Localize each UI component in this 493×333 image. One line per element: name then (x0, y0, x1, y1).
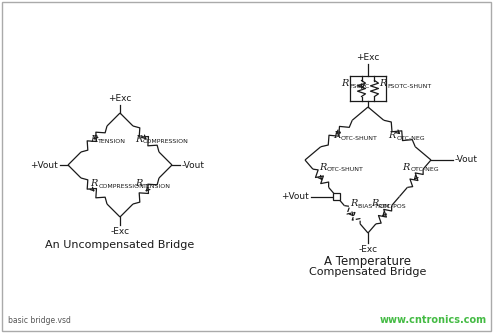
Text: R: R (333, 132, 340, 141)
Text: FSOTC: FSOTC (350, 84, 370, 89)
Text: +Vout: +Vout (30, 161, 58, 169)
Text: COMPRESSION: COMPRESSION (143, 139, 189, 144)
Text: +Exc: +Exc (356, 53, 380, 62)
Text: R: R (90, 179, 98, 188)
Text: R: R (342, 80, 349, 89)
Text: An Uncompensated Bridge: An Uncompensated Bridge (45, 240, 195, 250)
Text: COMPRESSION: COMPRESSION (98, 184, 144, 189)
Text: +Exc: +Exc (108, 94, 132, 103)
Text: -Exc: -Exc (110, 227, 130, 236)
Text: R: R (388, 132, 396, 141)
Text: R: R (371, 199, 378, 208)
Text: R: R (380, 80, 387, 89)
Text: R: R (90, 135, 98, 144)
Text: TENSION: TENSION (143, 184, 171, 189)
Text: OTC-POS: OTC-POS (379, 204, 406, 209)
Text: basic bridge.vsd: basic bridge.vsd (8, 316, 71, 325)
Text: -Exc: -Exc (358, 245, 378, 254)
Text: OTC-NEG: OTC-NEG (410, 167, 439, 172)
Text: www.cntronics.com: www.cntronics.com (380, 315, 487, 325)
Text: +Vout: +Vout (281, 192, 309, 201)
Bar (333, 193, 340, 200)
Text: R: R (135, 135, 142, 144)
Text: OTC-SHUNT: OTC-SHUNT (327, 167, 364, 172)
Text: FSOTC-SHUNT: FSOTC-SHUNT (387, 84, 432, 89)
Text: BIAS TRIM: BIAS TRIM (358, 204, 390, 209)
Text: TENSION: TENSION (98, 139, 126, 144)
Text: R: R (319, 163, 326, 172)
Text: -Vout: -Vout (455, 156, 478, 165)
Text: OTC-NEG: OTC-NEG (396, 136, 425, 141)
Text: A Temperature: A Temperature (324, 254, 412, 267)
FancyBboxPatch shape (2, 2, 491, 331)
Text: -Vout: -Vout (182, 161, 205, 169)
Text: OTC-SHUNT: OTC-SHUNT (341, 136, 378, 141)
Text: R: R (351, 199, 358, 208)
Text: Compensated Bridge: Compensated Bridge (309, 267, 426, 277)
Text: R: R (402, 163, 410, 172)
Text: R: R (135, 179, 142, 188)
